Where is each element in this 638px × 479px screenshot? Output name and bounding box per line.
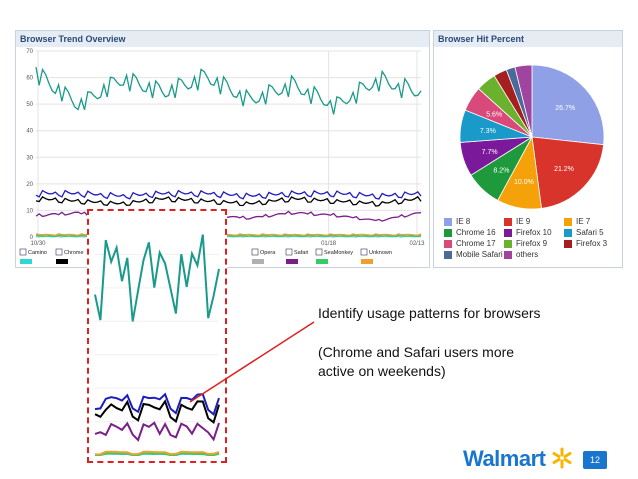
- pie-legend-label: Mobile Safari 4: [456, 250, 510, 259]
- pie-legend-swatch: [504, 250, 512, 259]
- pie-legend-swatch: [564, 217, 572, 226]
- y-tick-label: 50: [26, 102, 33, 108]
- series-line: [35, 189, 422, 200]
- pie-legend: IE 8 IE 9 IE 7 Chrome 16 Firefox 10 Safari 5 C…: [444, 217, 622, 265]
- pie-legend-swatch: [504, 228, 512, 237]
- pie-legend-item: Firefox 9: [504, 239, 547, 248]
- pie-legend-swatch: [564, 228, 572, 237]
- pie-slice-label: 8.2%: [493, 168, 509, 175]
- pie-legend-item: Safari 5: [564, 228, 604, 237]
- pie-legend-item: Firefox 3: [564, 239, 607, 248]
- legend-checkbox: [251, 248, 259, 256]
- pie-legend-swatch: [504, 239, 512, 248]
- legend-swatch: [286, 259, 298, 264]
- pie-legend-label: IE 8: [456, 217, 471, 226]
- legend-checkbox: [315, 248, 323, 256]
- browser-hit-title: Browser Hit Percent: [434, 31, 622, 47]
- pie-legend-item: Mobile Safari 4: [444, 250, 509, 259]
- legend-label: SeaMonkey: [324, 250, 353, 256]
- pie-slice-label: 7.3%: [480, 128, 496, 135]
- legend-checkbox: [285, 248, 293, 256]
- pie-legend-swatch: [504, 217, 512, 226]
- pie-legend-item: Firefox 10: [504, 228, 552, 237]
- page-number: 12: [583, 451, 607, 469]
- pie-legend-swatch: [444, 228, 452, 237]
- browser-trend-chart: 0 10 20 30 40 50 60 70 10/30 01/18 02/13 Camino Chro…: [19, 49, 425, 264]
- zoom-series-line: [94, 392, 220, 416]
- pie-legend-label: Chrome 16: [456, 228, 496, 237]
- y-tick-label: 10: [26, 208, 33, 214]
- walmart-logo: Walmart: [463, 446, 573, 472]
- legend-label: Unknown: [369, 250, 392, 256]
- y-tick-label: 30: [26, 155, 33, 161]
- y-tick-label: 70: [26, 49, 33, 55]
- x-tick-label: 10/30: [30, 241, 46, 247]
- pie-slice-label: 5.6%: [486, 111, 502, 118]
- legend-checkbox: [55, 248, 63, 256]
- pie-legend-item: others: [504, 250, 538, 259]
- zoom-chart: [94, 234, 220, 457]
- pie-slice-label: 10.0%: [514, 179, 534, 186]
- legend-label: Safari: [294, 250, 308, 256]
- x-tick-label: 01/18: [321, 241, 337, 247]
- zoom-series-line: [94, 450, 220, 456]
- zoom-series-line: [94, 234, 220, 322]
- legend-checkbox: [19, 248, 27, 256]
- legend-checkbox: [360, 248, 368, 256]
- pie-legend-swatch: [444, 217, 452, 226]
- annotation-line1: Identify usage patterns for browsers: [318, 305, 541, 321]
- y-tick-label: 20: [26, 182, 33, 188]
- pie-legend-label: Safari 5: [576, 228, 604, 237]
- pie-legend-swatch: [444, 239, 452, 248]
- pie-legend-label: IE 7: [576, 217, 591, 226]
- y-tick-label: 60: [26, 76, 33, 82]
- pie-legend-label: others: [516, 250, 539, 259]
- pie-slice: [514, 64, 533, 138]
- legend-label: Chrome: [64, 250, 84, 256]
- pie-slice-label: 7.7%: [482, 149, 498, 156]
- annotation-line3: active on weekends): [318, 363, 446, 379]
- zoom-series-line: [94, 399, 220, 424]
- pie-slice: [531, 64, 605, 146]
- pie-legend-item: IE 9: [504, 217, 530, 226]
- series-line: [35, 66, 422, 115]
- series-line: [35, 195, 422, 207]
- spark-icon: [552, 447, 572, 469]
- legend-swatch: [20, 259, 32, 264]
- pie-legend-label: Chrome 17: [456, 239, 496, 248]
- pie-legend-label: Firefox 10: [516, 228, 552, 237]
- pie-legend-swatch: [444, 250, 452, 259]
- pie-slice: [531, 136, 605, 209]
- pie-legend-item: IE 7: [564, 217, 590, 226]
- legend-swatch: [361, 259, 373, 264]
- pie-legend-item: Chrome 17: [444, 239, 496, 248]
- pie-legend-item: IE 8: [444, 217, 470, 226]
- pie-legend-label: Firefox 3: [576, 239, 608, 248]
- x-tick-label: 02/13: [409, 241, 425, 247]
- zoom-series-line: [94, 421, 220, 442]
- legend-swatch: [56, 259, 68, 264]
- pie-legend-swatch: [564, 239, 572, 248]
- pie-legend-label: IE 9: [516, 217, 531, 226]
- y-tick-label: 0: [30, 235, 34, 241]
- legend-swatch: [252, 259, 264, 264]
- zoom-inset: [87, 209, 227, 463]
- browser-hit-pie: 26.7% 21.2% 10.0% 8.2% 7.7% 7.3% 5.6%: [459, 64, 605, 210]
- pie-legend-item: Chrome 16: [444, 228, 496, 237]
- browser-trend-title: Browser Trend Overview: [16, 31, 429, 47]
- legend-swatch: [316, 259, 328, 264]
- walmart-logo-text: Walmart: [463, 446, 546, 471]
- legend-label: Opera: [260, 250, 276, 256]
- pie-legend-label: Firefox 9: [516, 239, 548, 248]
- y-tick-label: 40: [26, 129, 33, 135]
- pie-slice-label: 26.7%: [555, 105, 575, 112]
- browser-hit-panel: Browser Hit Percent 26.7% 21.2% 10.0% 8.2% 7…: [433, 30, 623, 268]
- annotation-line2: (Chrome and Safari users more: [318, 344, 515, 360]
- zoom-series-line: [95, 452, 220, 456]
- legend-label: Camino: [28, 250, 47, 256]
- pie-slice-label: 21.2%: [554, 166, 574, 173]
